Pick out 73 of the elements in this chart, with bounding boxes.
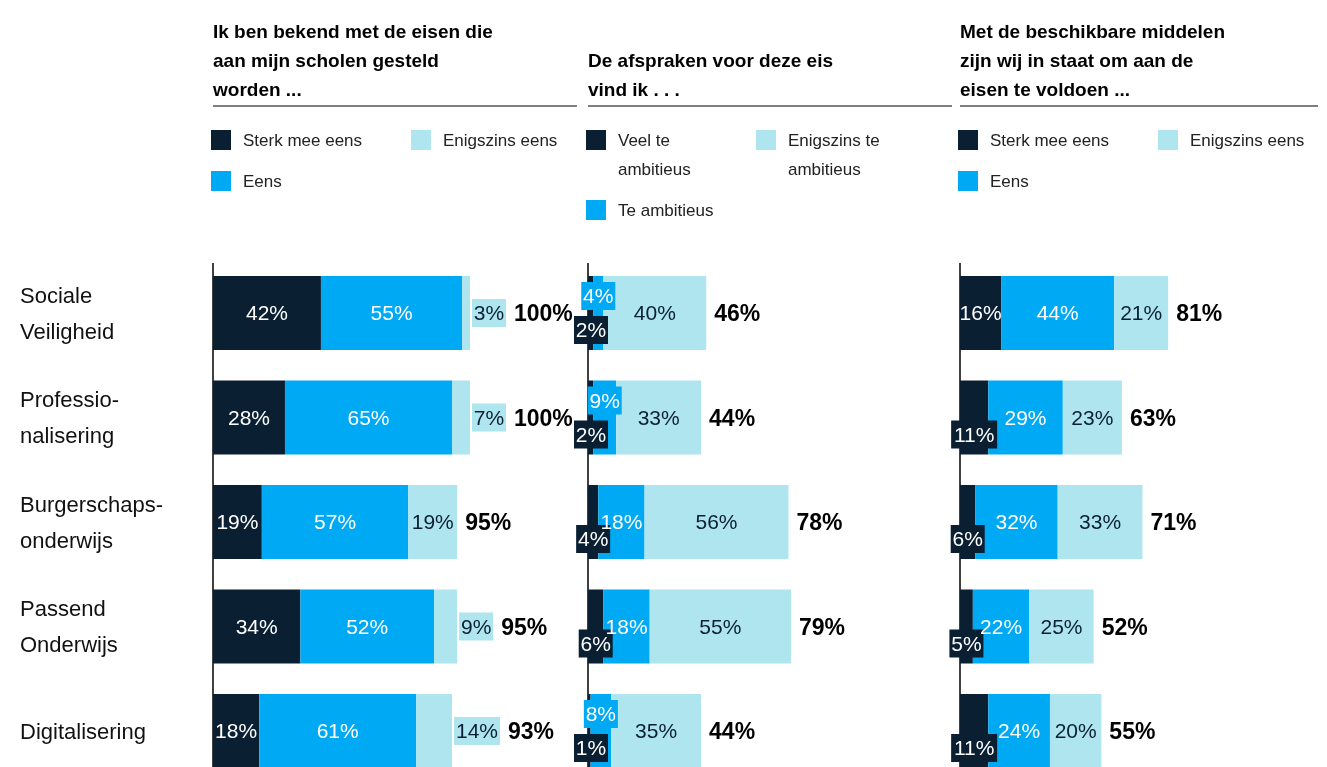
data-label: 55% (370, 301, 413, 325)
data-label: 16% (959, 301, 1002, 325)
data-label: 9% (589, 388, 620, 412)
legend-label: Sterk mee eens (243, 131, 363, 150)
data-label: 11% (953, 422, 995, 446)
data-label: 4% (583, 284, 614, 308)
total-label: 100% (514, 300, 573, 327)
chart-title: Ik ben bekend met de eisen die aan mijn scholen gesteld worden ... (212, 21, 493, 100)
total-label: 78% (796, 509, 843, 536)
data-label: 7% (473, 405, 505, 429)
data-label: 2% (575, 422, 607, 446)
y-tick-label: Burgerschaps- onderwijs (20, 491, 164, 553)
total-label: 81% (1176, 300, 1223, 327)
data-label: 33% (1079, 510, 1122, 534)
data-label: 28% (227, 405, 270, 429)
legend-label: Enigszins te ambitieus (788, 131, 880, 179)
y-tick-label: Digitalisering (20, 718, 146, 744)
data-label: 55% (699, 614, 742, 638)
total-label: 44% (709, 404, 756, 431)
data-label: 2% (575, 318, 607, 342)
data-label: 29% (1004, 405, 1047, 429)
data-label: 1% (575, 736, 607, 760)
data-label: 22% (980, 614, 1023, 638)
data-label: 9% (460, 614, 492, 638)
data-label: 42% (245, 301, 288, 325)
total-label: 79% (799, 613, 846, 640)
data-label: 5% (951, 631, 982, 655)
total-label: 52% (1101, 613, 1148, 640)
data-label: 14% (455, 719, 499, 743)
data-label: 3% (473, 301, 505, 325)
data-label: 61% (316, 719, 359, 743)
total-label: 55% (1109, 718, 1156, 745)
data-label: 24% (998, 719, 1041, 743)
data-label: 52% (346, 614, 389, 638)
legend-label: Enigszins eens (1190, 131, 1305, 150)
data-label: 35% (635, 719, 678, 743)
legend-label: Enigszins eens (443, 131, 558, 150)
legend-label: Veel te ambitieus (618, 131, 691, 179)
legend-label: Te ambitieus (618, 201, 714, 220)
y-tick-label: Sociale Veiligheid (20, 282, 115, 344)
data-label: 21% (1120, 301, 1163, 325)
data-label: 65% (347, 405, 390, 429)
legend-label: Sterk mee eens (990, 131, 1110, 150)
legend-label: Eens (243, 172, 282, 191)
data-label: 19% (216, 510, 259, 534)
data-label: 20% (1054, 719, 1097, 743)
data-label: 34% (235, 614, 278, 638)
data-label: 33% (637, 405, 680, 429)
data-label: 18% (215, 719, 258, 743)
data-label: 57% (314, 510, 357, 534)
total-label: 100% (514, 404, 573, 431)
data-label: 19% (411, 510, 454, 534)
data-label: 11% (953, 736, 995, 760)
total-label: 95% (501, 613, 548, 640)
legend-label: Eens (990, 172, 1029, 191)
y-tick-label: Passend Onderwijs (20, 596, 118, 658)
data-label: 56% (695, 510, 738, 534)
total-label: 93% (508, 718, 555, 745)
data-label: 40% (633, 301, 676, 325)
total-label: 63% (1129, 404, 1176, 431)
data-label: 8% (585, 702, 617, 726)
total-label: 95% (465, 509, 512, 536)
data-label: 23% (1071, 405, 1114, 429)
data-label: 25% (1040, 614, 1083, 638)
chart-title: De afspraken voor deze eis vind ik . . . (588, 50, 833, 100)
chart-title: Met de beschikbare middelen zijn wij in staat om aan de eisen te voldoen ... (960, 21, 1226, 100)
y-tick-label: Professio- nalisering (20, 387, 120, 449)
data-label: 44% (1036, 301, 1079, 325)
total-label: 44% (709, 718, 756, 745)
total-label: 46% (714, 300, 761, 327)
data-label: 6% (952, 527, 983, 551)
data-label: 32% (995, 510, 1038, 534)
total-label: 71% (1150, 509, 1197, 536)
